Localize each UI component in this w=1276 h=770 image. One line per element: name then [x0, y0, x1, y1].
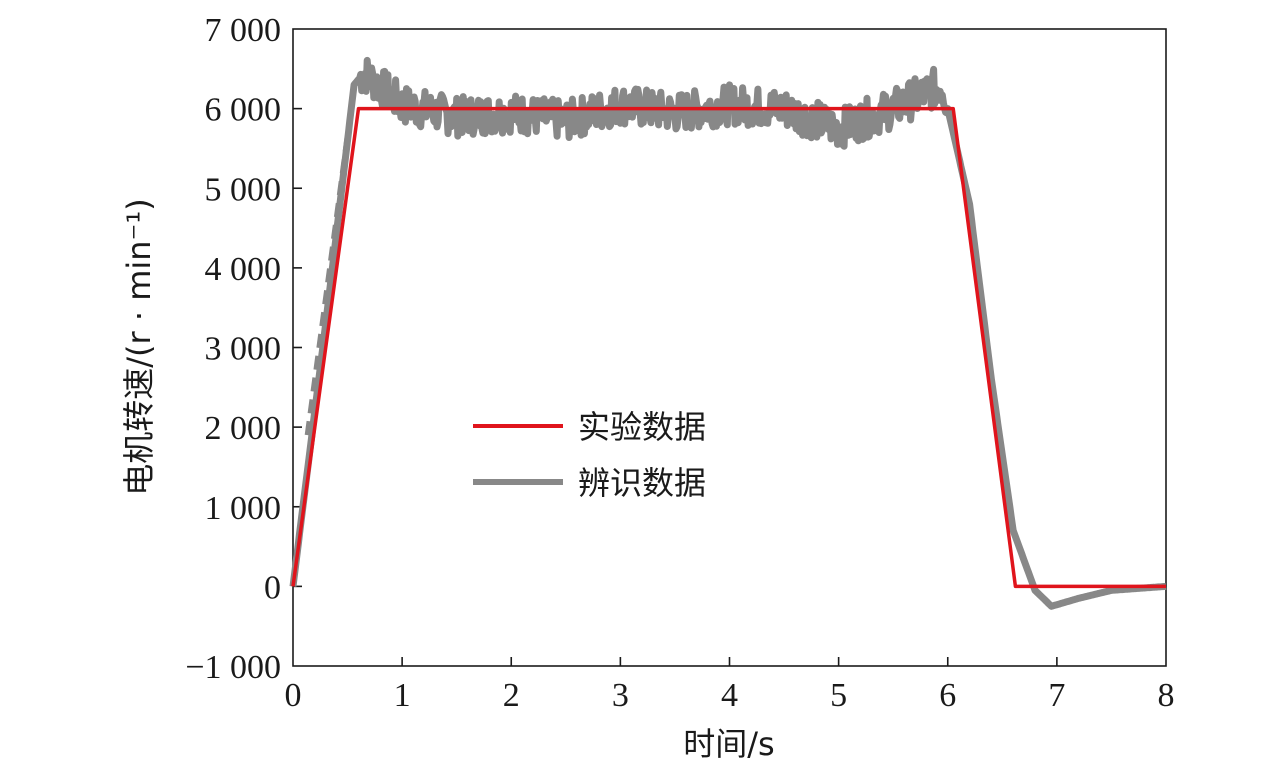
y-tick-label: 3 000 — [205, 331, 282, 368]
y-axis-ticks: −1 000 0 1 000 2 000 3 000 4 000 5 000 6 000 7 0… — [185, 12, 302, 686]
x-tick-label: 5 — [830, 677, 847, 714]
x-axis-label: 时间/s — [683, 725, 774, 763]
series-layer — [289, 56, 1169, 610]
x-tick-label: 0 — [285, 677, 302, 714]
series-dash-identified — [304, 84, 357, 436]
x-axis-ticks: 0 1 2 3 4 5 6 7 8 — [285, 657, 1175, 714]
legend: 实验数据 辨识数据 — [473, 408, 706, 502]
x-tick-label: 7 — [1048, 677, 1065, 714]
x-tick-label: 8 — [1158, 677, 1175, 714]
legend-label-experimental: 实验数据 — [578, 408, 706, 446]
x-tick-label: 1 — [394, 677, 411, 714]
x-tick-label: 3 — [612, 677, 629, 714]
x-tick-label: 4 — [721, 677, 738, 714]
x-tick-label: 2 — [503, 677, 520, 714]
y-tick-label: 7 000 — [205, 12, 282, 49]
y-tick-label: 5 000 — [205, 171, 282, 208]
y-tick-label: 6 000 — [205, 92, 282, 129]
series-line-experimental — [291, 106, 1166, 589]
x-tick-label: 6 — [939, 677, 956, 714]
y-tick-label: 4 000 — [205, 251, 282, 288]
y-tick-label: 1 000 — [205, 490, 282, 527]
y-axis-label: 电机转速/(r · min⁻¹) — [120, 198, 158, 496]
y-tick-label: 0 — [264, 569, 281, 606]
y-tick-label: 2 000 — [205, 410, 282, 447]
legend-label-identified: 辨识数据 — [578, 464, 706, 502]
y-tick-label: −1 000 — [185, 649, 281, 686]
series-line-identified — [289, 56, 1169, 610]
